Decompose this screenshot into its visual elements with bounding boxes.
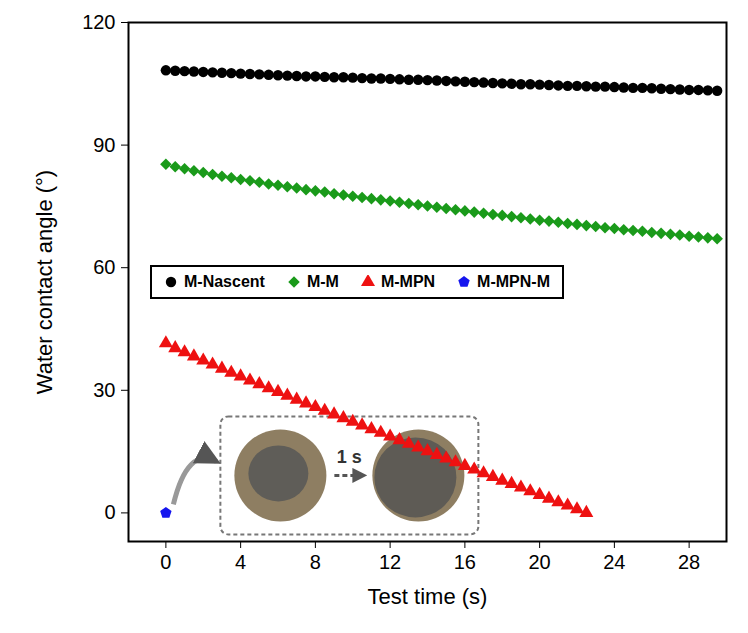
svg-text:60: 60 — [93, 256, 115, 278]
svg-text:28: 28 — [678, 551, 700, 573]
svg-text:Test time (s): Test time (s) — [368, 584, 488, 609]
svg-text:0: 0 — [104, 501, 115, 523]
svg-text:120: 120 — [82, 11, 115, 33]
svg-text:30: 30 — [93, 379, 115, 401]
html-text:M-Nascent: M-Nascent — [184, 273, 265, 291]
svg-text:90: 90 — [93, 133, 115, 155]
html-text:M-M: M-M — [306, 273, 339, 291]
svg-text:1 s: 1 s — [337, 447, 362, 467]
svg-text:Water contact angle (°): Water contact angle (°) — [32, 170, 57, 394]
svg-text:16: 16 — [454, 551, 476, 573]
svg-text:24: 24 — [603, 551, 625, 573]
html-text:M-MPN: M-MPN — [380, 273, 436, 291]
svg-text:20: 20 — [529, 551, 551, 573]
svg-text:0: 0 — [160, 551, 171, 573]
svg-text:12: 12 — [379, 551, 401, 573]
html-text:M-MPN-M: M-MPN-M — [477, 273, 550, 291]
svg-text:4: 4 — [235, 551, 246, 573]
svg-text:8: 8 — [310, 551, 321, 573]
